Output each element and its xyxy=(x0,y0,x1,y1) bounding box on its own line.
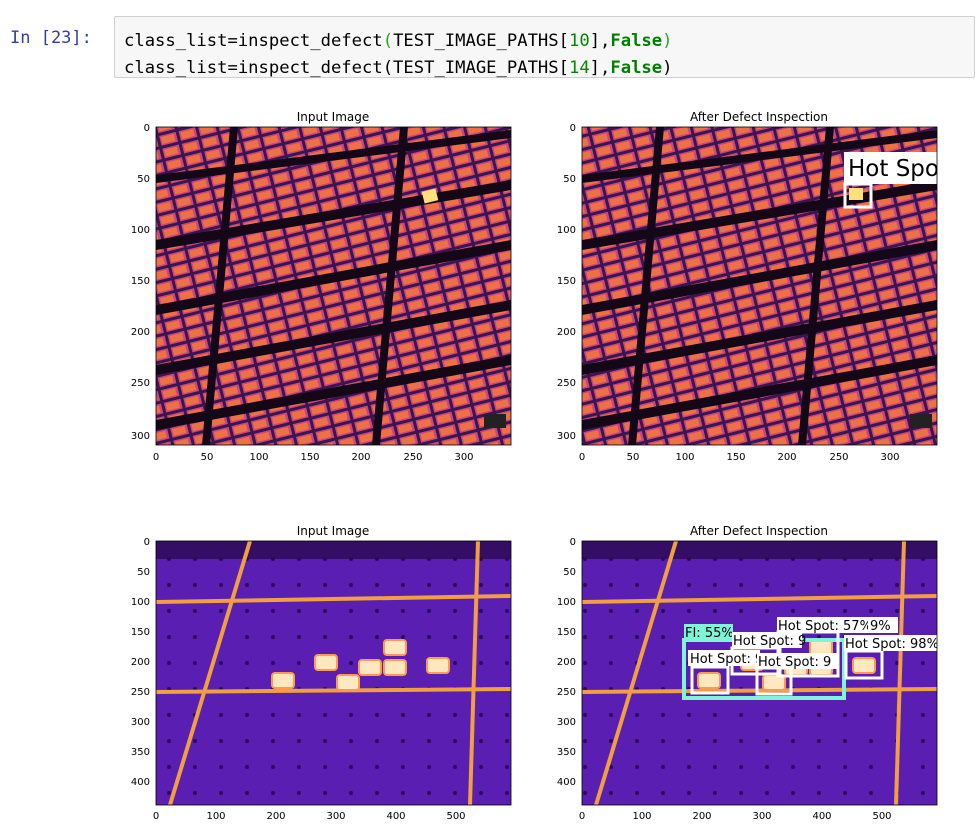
svg-text:250: 250 xyxy=(131,687,150,698)
x-axis-ticks: 0 100 200 300 400 500 xyxy=(579,811,892,822)
svg-text:150: 150 xyxy=(557,627,576,638)
svg-text:300: 300 xyxy=(326,811,345,822)
svg-text:350: 350 xyxy=(557,747,576,758)
svg-text:150: 150 xyxy=(131,627,150,638)
svg-text:0: 0 xyxy=(144,123,150,134)
svg-text:200: 200 xyxy=(351,452,370,463)
svg-text:200: 200 xyxy=(131,657,150,668)
svg-text:50: 50 xyxy=(563,567,576,578)
code-line-1: class_list=inspect_defect(TEST_IMAGE_PAT… xyxy=(124,31,673,51)
svg-text:0: 0 xyxy=(579,811,585,822)
svg-text:300: 300 xyxy=(454,452,473,463)
svg-text:500: 500 xyxy=(446,811,465,822)
svg-text:200: 200 xyxy=(266,811,285,822)
svg-text:400: 400 xyxy=(812,811,831,822)
plot-after-inspection-2: After Defect Inspection xyxy=(557,524,939,822)
thermal-image xyxy=(156,541,511,805)
y-axis-ticks: 0 50 100 150 200 250 300 350 400 xyxy=(131,537,150,788)
svg-text:0: 0 xyxy=(570,123,576,134)
svg-text:400: 400 xyxy=(557,777,576,788)
thermal-image: Hot Spot xyxy=(582,127,948,445)
svg-text:150: 150 xyxy=(300,452,319,463)
svg-text:250: 250 xyxy=(829,452,848,463)
svg-text:300: 300 xyxy=(752,811,771,822)
plot-title: After Defect Inspection xyxy=(690,524,828,538)
plot-title: Input Image xyxy=(297,524,369,538)
svg-text:100: 100 xyxy=(131,225,150,236)
detection-label: Hot Spot: 9 xyxy=(690,652,763,667)
svg-text:50: 50 xyxy=(137,567,150,578)
svg-text:0: 0 xyxy=(579,452,585,463)
y-axis-ticks: 0 50 100 150 200 250 300 xyxy=(557,123,576,442)
detection-label: Hot Spot: 98% xyxy=(845,637,939,652)
code-line-2: class_list=inspect_defect(TEST_IMAGE_PAT… xyxy=(124,58,673,78)
x-axis-ticks: 0 100 200 300 400 500 xyxy=(153,811,466,822)
svg-text:300: 300 xyxy=(131,717,150,728)
svg-text:200: 200 xyxy=(557,657,576,668)
code-cell-input[interactable]: class_list=inspect_defect(TEST_IMAGE_PAT… xyxy=(114,16,975,78)
svg-text:250: 250 xyxy=(557,378,576,389)
svg-text:150: 150 xyxy=(726,452,745,463)
svg-text:100: 100 xyxy=(557,597,576,608)
y-axis-ticks: 0 50 100 150 200 250 300 xyxy=(131,123,150,442)
svg-text:0: 0 xyxy=(144,537,150,548)
plot-input-image-1: Input Image 0 50 100 150 200 250 300 xyxy=(131,110,512,463)
detection-label: Hot Spot: 57% xyxy=(778,619,872,634)
svg-text:200: 200 xyxy=(131,327,150,338)
svg-text:100: 100 xyxy=(206,811,225,822)
detection-label: FI: 55% xyxy=(685,626,734,641)
svg-text:100: 100 xyxy=(249,452,268,463)
thermal-image: FI: 55% Hot Spot: 57% 9% Hot Spot: 98% H… xyxy=(582,541,939,805)
plot-input-image-2: Input Image 0 50 100 xyxy=(131,524,512,822)
x-axis-ticks: 0 50 100 150 200 250 300 xyxy=(153,452,474,463)
detection-label: Hot Spot: 9 xyxy=(758,655,831,670)
svg-text:0: 0 xyxy=(570,537,576,548)
svg-text:100: 100 xyxy=(557,225,576,236)
x-axis-ticks: 0 50 100 150 200 250 300 xyxy=(579,452,900,463)
detection-label: Hot Spot xyxy=(848,156,948,182)
svg-text:400: 400 xyxy=(131,777,150,788)
detection-label: Hot Spot: 9 xyxy=(733,634,806,649)
svg-text:300: 300 xyxy=(557,717,576,728)
svg-text:400: 400 xyxy=(386,811,405,822)
thermal-image xyxy=(156,127,511,445)
svg-text:50: 50 xyxy=(563,174,576,185)
svg-text:350: 350 xyxy=(131,747,150,758)
svg-text:0: 0 xyxy=(153,811,159,822)
svg-text:300: 300 xyxy=(880,452,899,463)
svg-text:150: 150 xyxy=(557,276,576,287)
svg-text:50: 50 xyxy=(137,174,150,185)
svg-text:250: 250 xyxy=(131,378,150,389)
svg-text:200: 200 xyxy=(557,327,576,338)
svg-text:200: 200 xyxy=(777,452,796,463)
svg-text:200: 200 xyxy=(692,811,711,822)
svg-text:300: 300 xyxy=(131,431,150,442)
svg-text:100: 100 xyxy=(131,597,150,608)
svg-text:500: 500 xyxy=(872,811,891,822)
cell-prompt: In [23]: xyxy=(10,28,92,48)
svg-text:150: 150 xyxy=(131,276,150,287)
svg-text:100: 100 xyxy=(675,452,694,463)
plot-title: After Defect Inspection xyxy=(690,110,828,124)
plot-title: Input Image xyxy=(297,110,369,124)
svg-text:250: 250 xyxy=(403,452,422,463)
svg-text:250: 250 xyxy=(557,687,576,698)
svg-text:50: 50 xyxy=(201,452,214,463)
svg-text:300: 300 xyxy=(557,431,576,442)
y-axis-ticks: 0 50 100 150 200 250 300 350 400 xyxy=(557,537,576,788)
svg-text:100: 100 xyxy=(632,811,651,822)
plot-after-inspection-1: After Defect Inspection Hot Spot 0 50 10… xyxy=(557,110,948,463)
detection-label: 9% xyxy=(870,619,891,634)
svg-text:0: 0 xyxy=(153,452,159,463)
svg-text:50: 50 xyxy=(627,452,640,463)
